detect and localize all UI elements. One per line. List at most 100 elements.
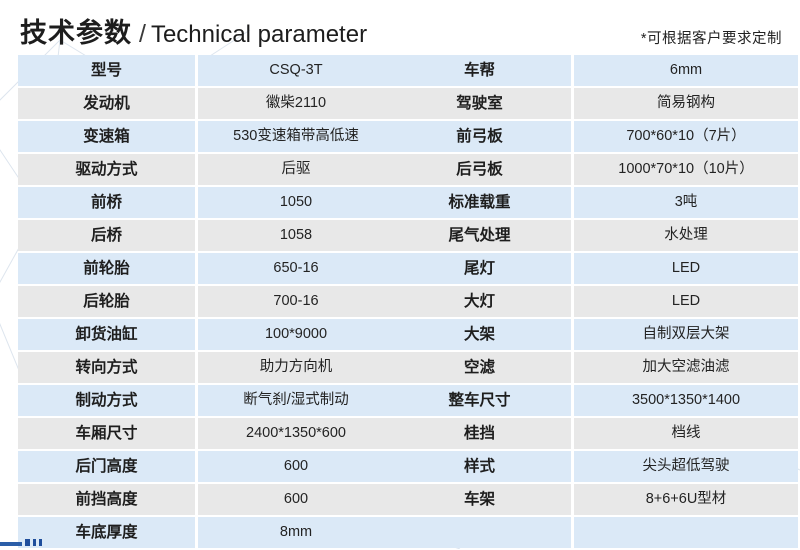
spec-label: 尾灯 — [388, 253, 574, 286]
spec-value: 3吨 — [574, 187, 798, 220]
spec-label: 前桥 — [18, 187, 198, 220]
table-row: 空滤 加大空滤油滤 — [388, 352, 798, 385]
table-row: 后门高度 600 — [18, 451, 394, 484]
spec-value: 助力方向机 — [198, 352, 394, 385]
spec-label: 转向方式 — [18, 352, 198, 385]
spec-value: CSQ-3T — [198, 55, 394, 88]
spec-value: 8+6+6U型材 — [574, 484, 798, 517]
table-row: 卸货油缸 100*9000 — [18, 319, 394, 352]
table-row: 后弓板 1000*70*10（10片） — [388, 154, 798, 187]
table-row: 整车尺寸 3500*1350*1400 — [388, 385, 798, 418]
spec-label: 后轮胎 — [18, 286, 198, 319]
spec-label: 后弓板 — [388, 154, 574, 187]
page-title-chinese: 技术参数 — [20, 18, 132, 48]
spec-label: 前轮胎 — [18, 253, 198, 286]
spec-label: 驱动方式 — [18, 154, 198, 187]
spec-label: 型号 — [18, 55, 198, 88]
spec-table-left-body: 型号 CSQ-3T 发动机 徽柴2110 变速箱 530变速箱带高低速 驱动方式 后驱 前桥 10… — [18, 55, 394, 550]
spec-value: 8mm — [198, 517, 394, 550]
spec-value: 700*60*10（7片） — [574, 121, 798, 154]
spec-label: 整车尺寸 — [388, 385, 574, 418]
table-row: 转向方式 助力方向机 — [18, 352, 394, 385]
spec-value: 自制双层大架 — [574, 319, 798, 352]
table-row: 驱动方式 后驱 — [18, 154, 394, 187]
table-row: 后桥 1058 — [18, 220, 394, 253]
spec-label: 车帮 — [388, 55, 574, 88]
spec-value: 530变速箱带高低速 — [198, 121, 394, 154]
spec-value: 断气刹/湿式制动 — [198, 385, 394, 418]
table-row: 标准载重 3吨 — [388, 187, 798, 220]
table-row: 前挡高度 600 — [18, 484, 394, 517]
page-title-english: Technical parameter — [150, 21, 368, 48]
spec-value: 100*9000 — [198, 319, 394, 352]
spec-value: 尖头超低驾驶 — [574, 451, 798, 484]
spec-value: 1050 — [198, 187, 394, 220]
spec-label: 驾驶室 — [388, 88, 574, 121]
table-row: 发动机 徽柴2110 — [18, 88, 394, 121]
spec-value: 650-16 — [198, 253, 394, 286]
spec-value: 600 — [198, 451, 394, 484]
spec-label: 后门高度 — [18, 451, 198, 484]
table-row: 桂挡 档线 — [388, 418, 798, 451]
spec-label: 桂挡 — [388, 418, 574, 451]
table-row: 前轮胎 650-16 — [18, 253, 394, 286]
spec-label: 车底厚度 — [18, 517, 198, 550]
table-row: 车架 8+6+6U型材 — [388, 484, 798, 517]
table-row-filler — [388, 517, 798, 548]
spec-value: LED — [574, 286, 798, 319]
spec-value: 水处理 — [574, 220, 798, 253]
spec-value: LED — [574, 253, 798, 286]
spec-label: 大灯 — [388, 286, 574, 319]
spec-label: 前挡高度 — [18, 484, 198, 517]
spec-table-right: 车帮 6mm 驾驶室 简易钢构 前弓板 700*60*10（7片） 后弓板 1000*70*1… — [388, 55, 798, 548]
spec-value: 700-16 — [198, 286, 394, 319]
table-row: 驾驶室 简易钢构 — [388, 88, 798, 121]
spec-label: 发动机 — [18, 88, 198, 121]
table-row: 尾气处理 水处理 — [388, 220, 798, 253]
table-row: 车厢尺寸 2400*1350*600 — [18, 418, 394, 451]
table-row: 大架 自制双层大架 — [388, 319, 798, 352]
table-row: 样式 尖头超低驾驶 — [388, 451, 798, 484]
table-row: 后轮胎 700-16 — [18, 286, 394, 319]
spec-table-left: 型号 CSQ-3T 发动机 徽柴2110 变速箱 530变速箱带高低速 驱动方式 后驱 前桥 10… — [18, 55, 394, 550]
spec-value: 档线 — [574, 418, 798, 451]
spec-value: 简易钢构 — [574, 88, 798, 121]
spec-label: 大架 — [388, 319, 574, 352]
spec-value: 徽柴2110 — [198, 88, 394, 121]
spec-label: 前弓板 — [388, 121, 574, 154]
spec-value: 加大空滤油滤 — [574, 352, 798, 385]
table-row: 车帮 6mm — [388, 55, 798, 88]
table-row: 大灯 LED — [388, 286, 798, 319]
spec-value: 1058 — [198, 220, 394, 253]
spec-label-empty — [388, 517, 574, 548]
spec-value: 6mm — [574, 55, 798, 88]
spec-label: 车架 — [388, 484, 574, 517]
company-logo-fragment — [0, 539, 42, 546]
spec-label: 样式 — [388, 451, 574, 484]
spec-label: 变速箱 — [18, 121, 198, 154]
customization-note: *可根据客户要求定制 — [640, 31, 782, 47]
spec-label: 标准载重 — [388, 187, 574, 220]
table-row: 制动方式 断气刹/湿式制动 — [18, 385, 394, 418]
spec-value: 2400*1350*600 — [198, 418, 394, 451]
spec-label: 后桥 — [18, 220, 198, 253]
table-row: 前弓板 700*60*10（7片） — [388, 121, 798, 154]
spec-label: 尾气处理 — [388, 220, 574, 253]
table-row: 前桥 1050 — [18, 187, 394, 220]
table-row: 变速箱 530变速箱带高低速 — [18, 121, 394, 154]
page-title: 技术参数 / Technical parameter — [20, 11, 367, 50]
spec-value: 1000*70*10（10片） — [574, 154, 798, 187]
spec-value-empty — [574, 517, 798, 548]
table-row: 尾灯 LED — [388, 253, 798, 286]
table-row: 车底厚度 8mm — [18, 517, 394, 550]
page-header: 技术参数 / Technical parameter *可根据客户要求定制 — [0, 0, 800, 55]
spec-value: 600 — [198, 484, 394, 517]
table-row: 型号 CSQ-3T — [18, 55, 394, 88]
spec-label: 车厢尺寸 — [18, 418, 198, 451]
page-title-separator: / — [139, 20, 146, 48]
spec-value: 3500*1350*1400 — [574, 385, 798, 418]
spec-value: 后驱 — [198, 154, 394, 187]
spec-label: 制动方式 — [18, 385, 198, 418]
spec-label: 卸货油缸 — [18, 319, 198, 352]
